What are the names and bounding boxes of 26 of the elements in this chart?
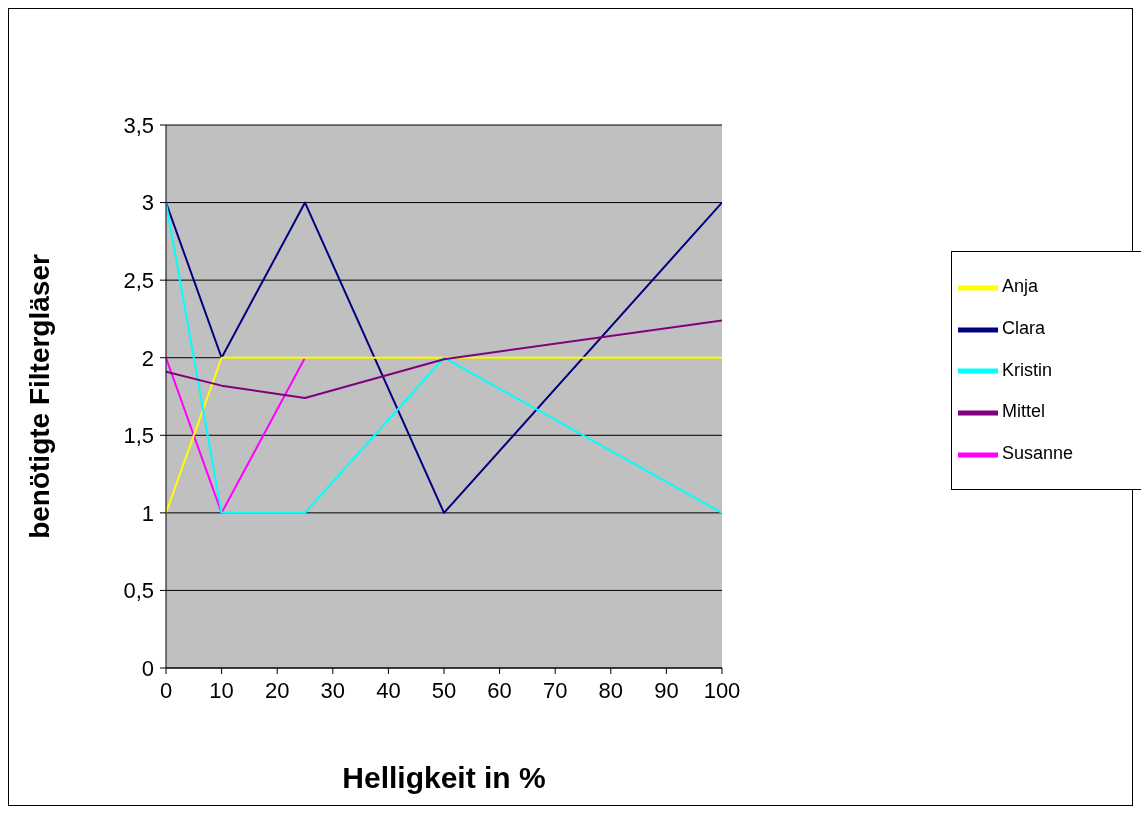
legend-label: Clara [1002, 317, 1046, 338]
x-tick-label: 60 [487, 677, 512, 703]
y-tick-label: 1 [141, 500, 154, 526]
y-tick-label: 3 [141, 190, 154, 216]
y-tick-label: 1,5 [123, 423, 154, 449]
x-tick-label: 50 [431, 677, 457, 703]
y-tick-label: 0,5 [123, 578, 154, 604]
y-axis-title: benötigte Filtergläser [23, 254, 55, 539]
x-tick-label: 40 [376, 677, 401, 703]
x-tick-label: 20 [264, 677, 290, 703]
legend-label: Mittel [1002, 401, 1046, 422]
x-tick-label: 70 [542, 677, 568, 703]
x-tick-label: 10 [209, 677, 234, 703]
x-tick-label: 80 [598, 677, 624, 703]
x-tick-label: 0 [159, 677, 173, 703]
x-tick-label: 100 [703, 677, 741, 703]
x-axis-title: Helligkeit in % [342, 761, 546, 794]
x-tick-label: 90 [654, 677, 679, 703]
y-tick-label: 0 [141, 655, 154, 681]
x-tick-label: 30 [320, 677, 346, 703]
y-tick-label: 3,5 [123, 112, 154, 138]
legend-label: Anja [1002, 276, 1039, 296]
legend-label: Kristin [1002, 359, 1053, 380]
y-tick-label: 2 [141, 345, 154, 371]
y-tick-label: 2,5 [123, 267, 154, 293]
legend-label: Susanne [1002, 443, 1074, 464]
